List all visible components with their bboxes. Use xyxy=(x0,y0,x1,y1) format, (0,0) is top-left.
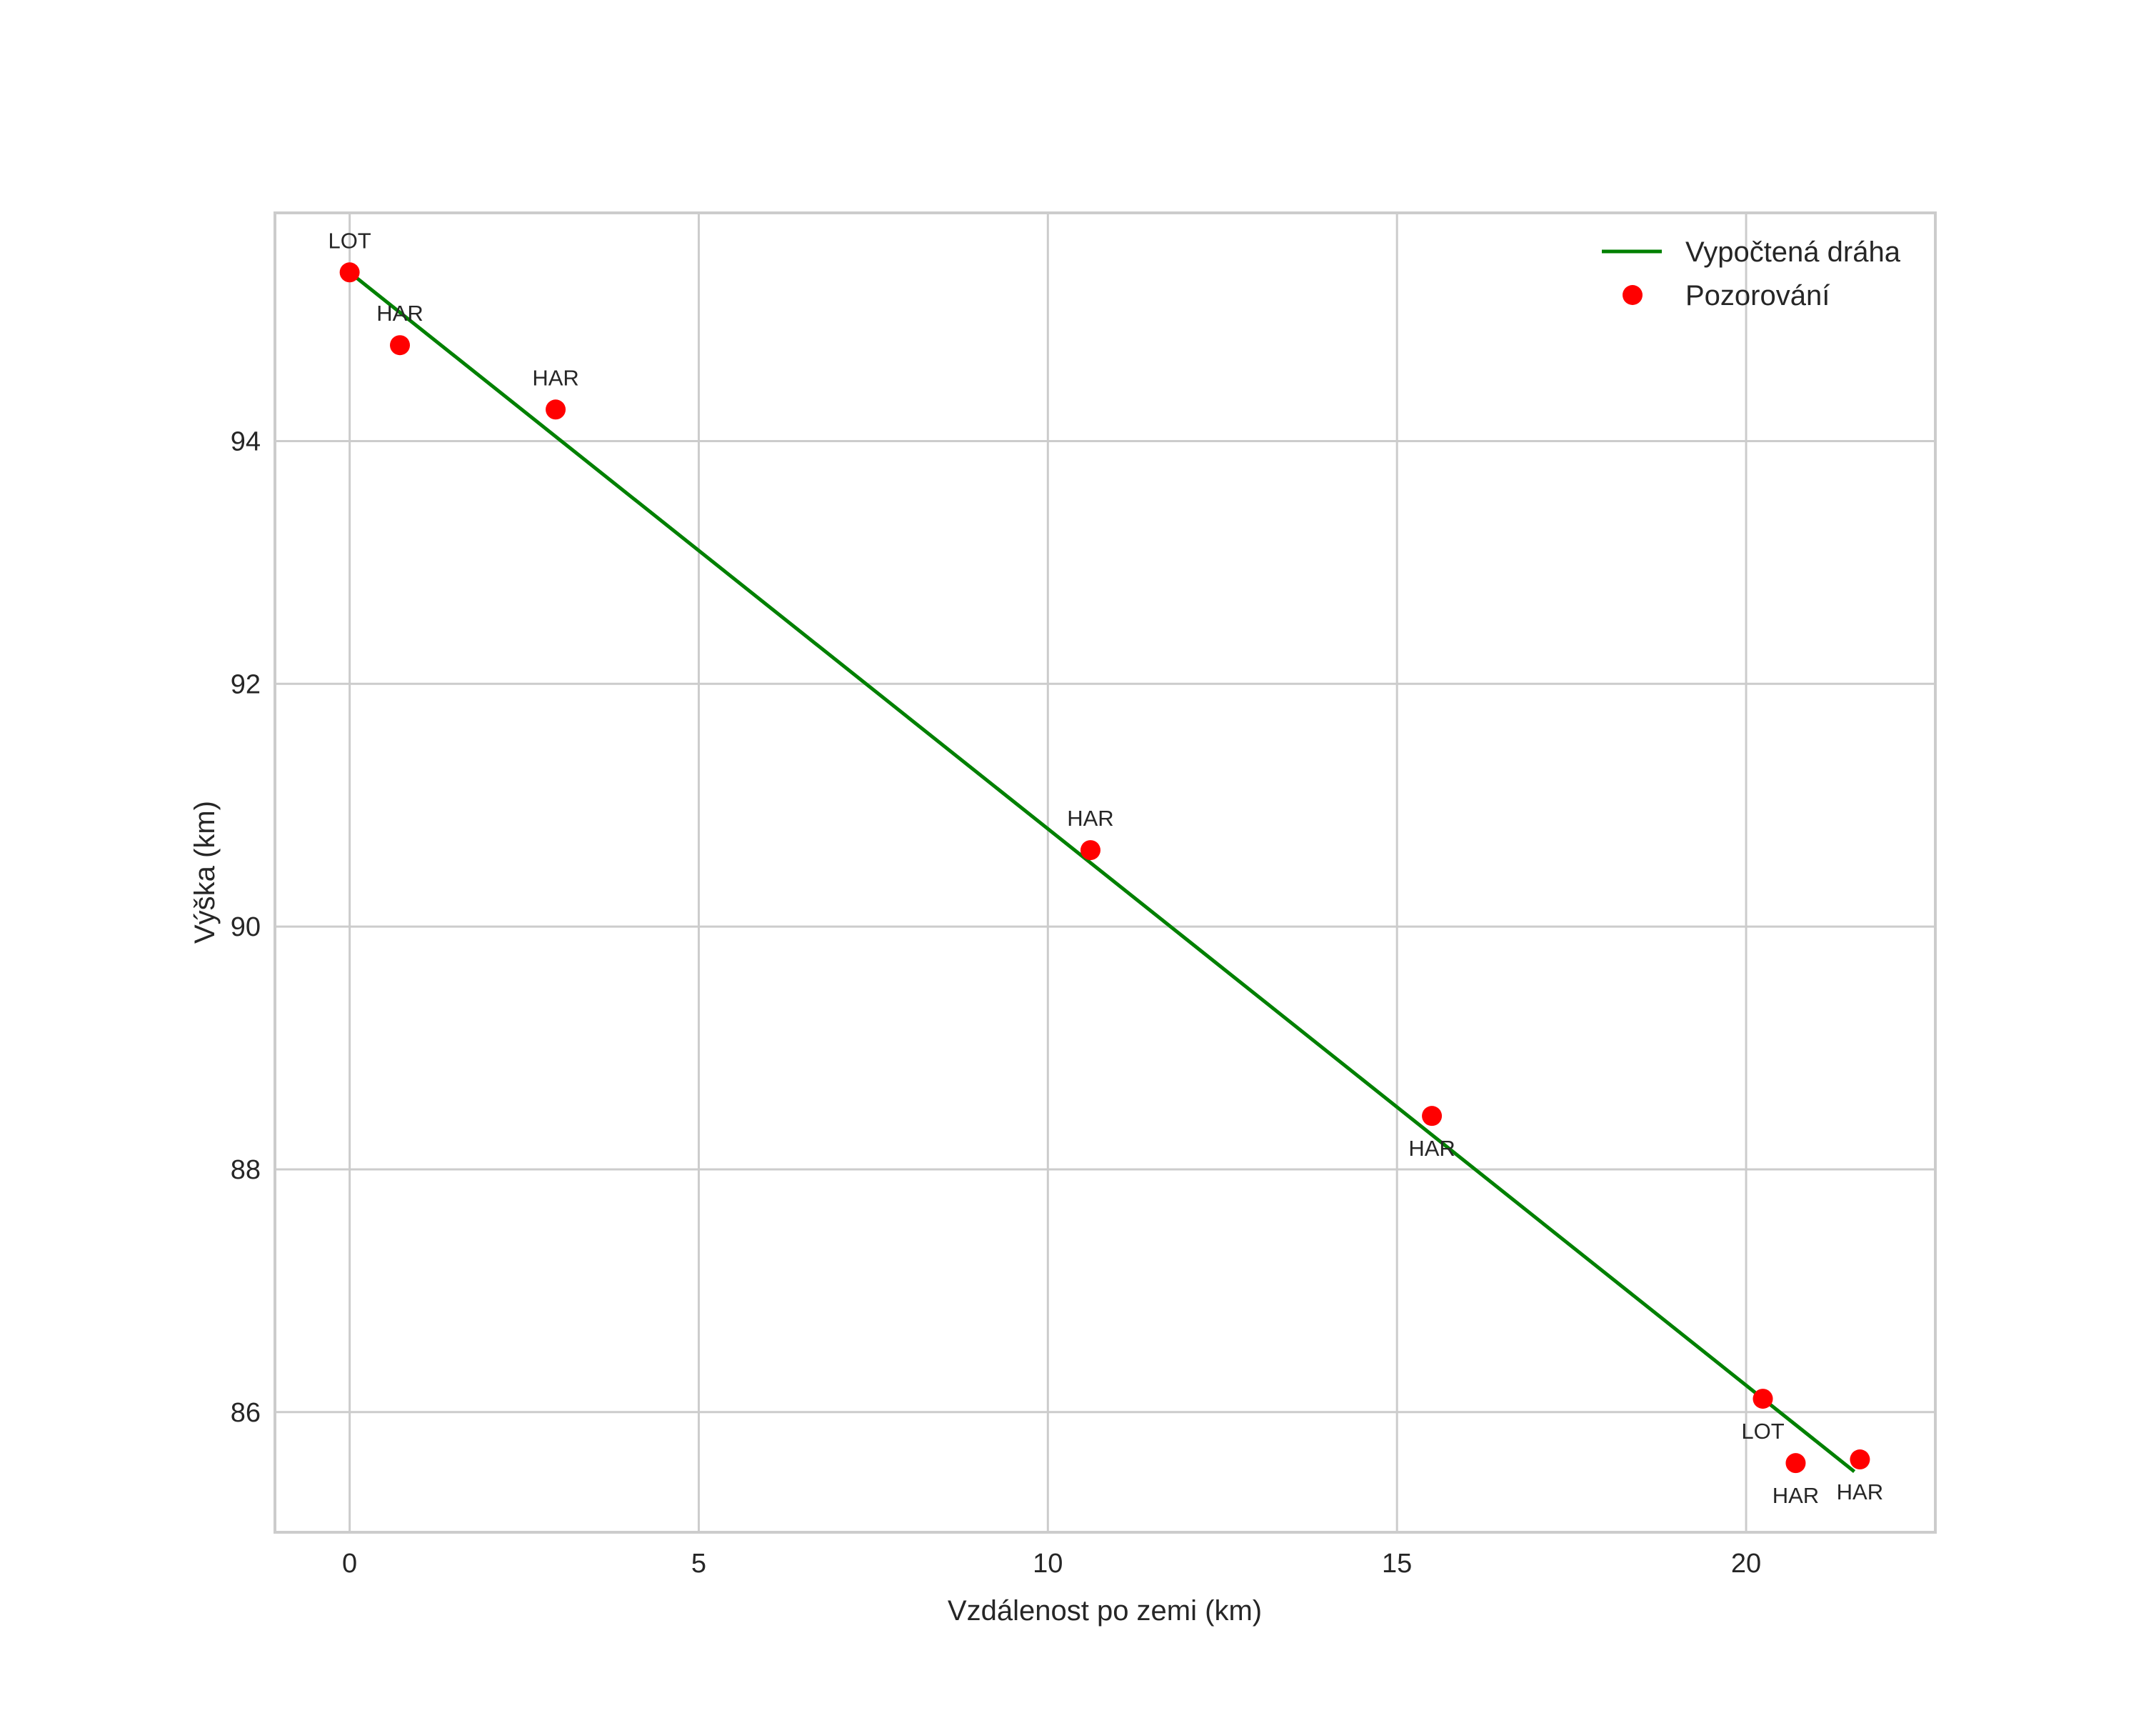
legend-label-points: Pozorování xyxy=(1685,280,1830,311)
x-tick-label: 0 xyxy=(342,1549,357,1579)
x-axis-ticks: 0 5 10 15 20 xyxy=(342,1549,1761,1579)
observation-station-label: HAR xyxy=(532,365,578,390)
y-tick-label: 94 xyxy=(231,426,261,456)
observation-point xyxy=(339,262,360,283)
legend-dot-icon xyxy=(1623,285,1643,305)
y-axis-label: Výška (km) xyxy=(189,801,221,944)
y-tick-label: 86 xyxy=(231,1398,261,1428)
y-tick-label: 88 xyxy=(231,1155,261,1185)
axes-frame xyxy=(274,211,1937,1534)
x-tick-label: 20 xyxy=(1731,1549,1761,1579)
observation-station-label: HAR xyxy=(1067,806,1113,831)
observation-station-label: LOT xyxy=(328,228,371,253)
series-layer: LOT HAR HAR HAR HAR LOT HAR HAR xyxy=(328,228,1883,1508)
computed-trajectory-line xyxy=(349,271,1856,1473)
observation-station-label: HAR xyxy=(1773,1483,1819,1508)
legend-label-line: Vypočtená dráha xyxy=(1685,236,1901,268)
x-tick-label: 15 xyxy=(1382,1549,1412,1579)
observation-point xyxy=(1422,1106,1443,1127)
observation-point xyxy=(390,335,411,356)
legend: Vypočtená dráha Pozorování xyxy=(1602,236,1901,311)
observation-station-label: HAR xyxy=(376,301,423,326)
observation-station-label: HAR xyxy=(1408,1136,1455,1161)
observation-station-label: HAR xyxy=(1837,1479,1883,1504)
observation-point xyxy=(1753,1389,1773,1409)
x-axis-label: Vzdálenost po zemi (km) xyxy=(948,1595,1262,1627)
observation-point xyxy=(1785,1453,1806,1474)
plot-area: LOT HAR HAR HAR HAR LOT HAR HAR xyxy=(274,211,1937,1534)
observation-point xyxy=(1080,840,1100,861)
y-axis-ticks: 86 88 90 92 94 xyxy=(231,426,261,1427)
x-tick-label: 5 xyxy=(691,1549,706,1579)
grid-lines xyxy=(275,213,1935,1532)
y-tick-label: 92 xyxy=(231,669,261,699)
x-tick-label: 10 xyxy=(1033,1549,1063,1579)
observation-point xyxy=(1850,1449,1870,1470)
y-tick-label: 90 xyxy=(231,912,261,942)
observation-station-label: LOT xyxy=(1741,1419,1784,1444)
observation-point xyxy=(546,399,566,420)
